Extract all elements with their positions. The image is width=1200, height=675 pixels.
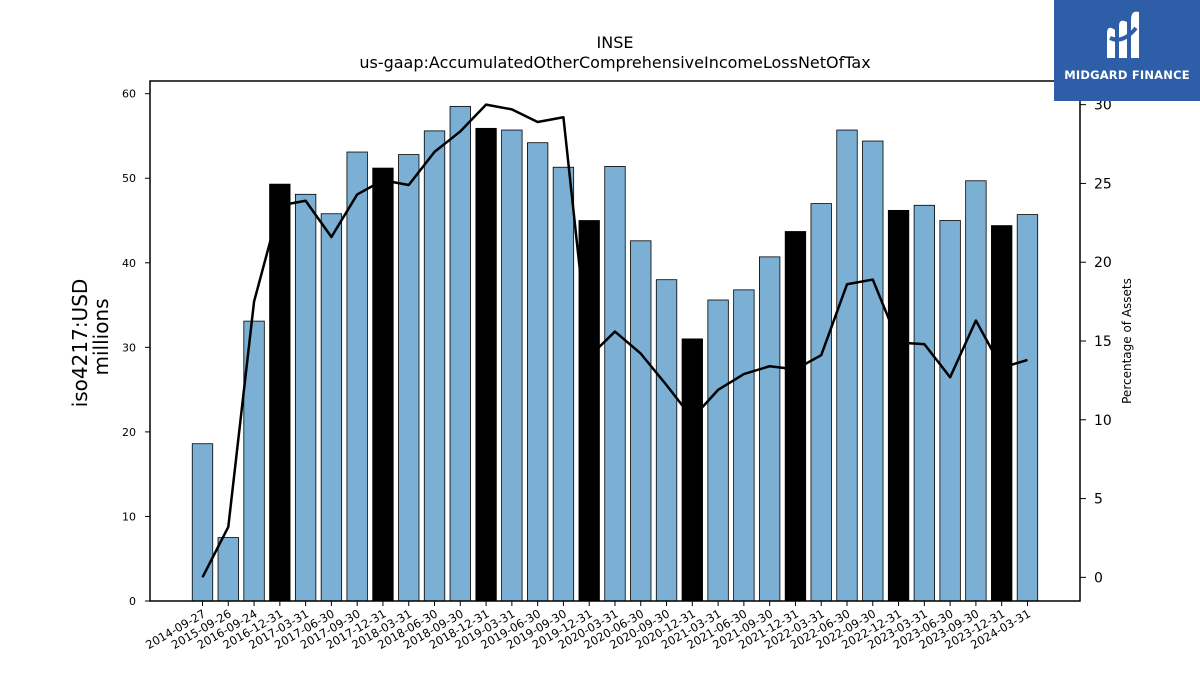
y-tick-label-50: 50: [122, 172, 136, 185]
bar-2019-06-30: [526, 142, 549, 602]
y2-axis-label: Percentage of Assets: [1120, 278, 1134, 404]
bar-2023-06-30: [939, 220, 961, 602]
bar-2020-06-30: [630, 240, 652, 602]
y-tick-label-60: 60: [122, 88, 136, 101]
bar-2023-03-31: [913, 204, 935, 602]
bar-2015-09-26: [217, 537, 239, 602]
bar-2021-09-30: [759, 256, 781, 602]
bar-group: [191, 105, 1039, 602]
y2-tick-label-30: 30: [1094, 98, 1112, 114]
percentage-line: [201, 103, 1028, 578]
bar-2019-12-31: [578, 220, 600, 602]
brand-logo: MIDGARD FINANCE: [1054, 0, 1200, 101]
bar-2022-12-31: [887, 209, 910, 602]
y2-tick-label-15: 15: [1094, 334, 1112, 350]
bar-2018-06-30: [423, 130, 446, 602]
y-tick-label-30: 30: [122, 341, 136, 354]
bar-2022-03-31: [810, 203, 832, 602]
bar-2019-09-30: [552, 166, 575, 602]
y2-tick-label-0: 0: [1094, 570, 1103, 586]
y-axis-label-line2: millions: [89, 298, 113, 375]
y-tick-label-10: 10: [122, 510, 136, 523]
bar-2023-12-31: [991, 225, 1013, 602]
bar-2020-12-31: [681, 338, 703, 602]
line-group: [201, 103, 1028, 578]
bar-2021-12-31: [784, 231, 807, 602]
bar-2018-03-31: [398, 154, 420, 602]
bar-2021-06-30: [733, 289, 755, 602]
bar-2020-03-31: [604, 165, 626, 602]
right-axis: 0 5 10 15 20 25 30: [1080, 98, 1112, 586]
bar-2020-09-30: [655, 279, 678, 602]
bar-2018-12-31: [475, 127, 497, 602]
y2-tick-label-5: 5: [1094, 492, 1103, 508]
bar-2019-03-31: [501, 129, 523, 602]
chart-title: INSE: [597, 33, 634, 52]
bar-2014-09-27: [191, 443, 214, 602]
y-tick-label-40: 40: [122, 257, 136, 270]
bar-2022-06-30: [836, 129, 858, 602]
y-tick-label-20: 20: [122, 426, 136, 439]
bar-2022-09-30: [862, 140, 884, 602]
left-axis: 0 10 20 30 40 50 60: [122, 88, 150, 608]
bar-2017-06-30: [320, 213, 343, 602]
bar-2017-03-31: [294, 193, 317, 602]
bar-2021-03-31: [707, 299, 729, 602]
y-tick-label-0: 0: [129, 595, 136, 608]
bar-2023-09-30: [965, 180, 987, 602]
x-axis: 2014-09-272015-09-262016-09-242016-12-31…: [143, 601, 1033, 652]
y2-tick-label-20: 20: [1094, 255, 1112, 271]
bar-2018-09-30: [449, 105, 471, 602]
y-axis-label-line1: iso4217:USD: [68, 279, 92, 408]
midgard-logo-icon: [1107, 11, 1139, 59]
chart-subtitle: us-gaap:AccumulatedOtherComprehensiveInc…: [359, 53, 870, 72]
bar-2016-12-31: [269, 183, 291, 602]
bar-2017-09-30: [346, 151, 368, 602]
brand-name: MIDGARD FINANCE: [1064, 68, 1190, 82]
bar-2024-03-31: [1016, 214, 1039, 602]
bar-2017-12-31: [372, 167, 394, 602]
y2-tick-label-25: 25: [1094, 176, 1112, 192]
y2-tick-label-10: 10: [1094, 413, 1112, 429]
